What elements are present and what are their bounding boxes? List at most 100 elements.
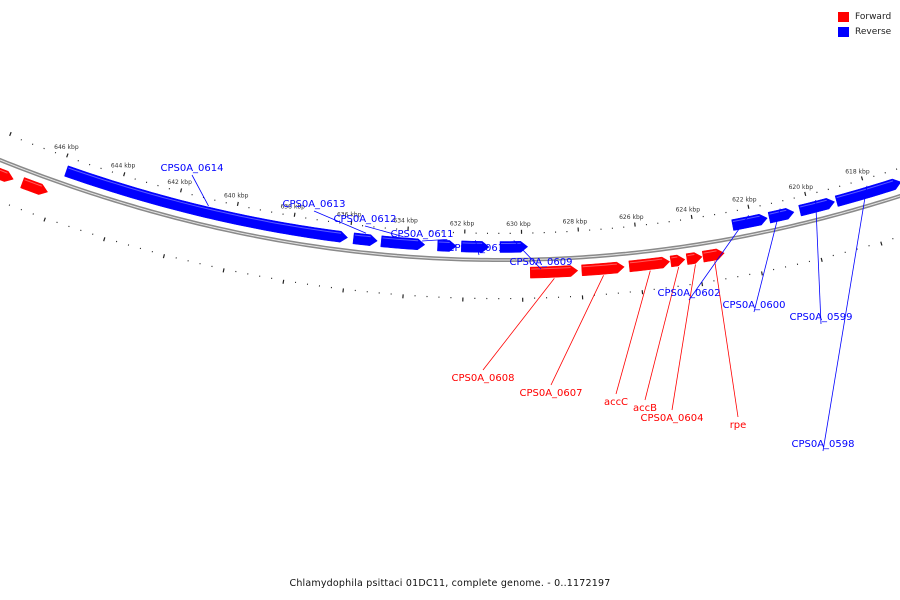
scale-tick [236,201,239,206]
gene-cps0a-0598[interactable] [834,178,900,207]
gene-label-cps0a-0599[interactable]: CPS0A_0599 [789,312,852,323]
gene-label-cps0a-0611[interactable]: CPS0A_0611 [390,229,453,240]
scale-tick [9,131,12,137]
gene-label-rpe[interactable]: rpe [730,420,747,431]
legend-item-forward: Forward [838,9,891,24]
gene-cps0a-0602[interactable] [731,213,768,231]
scale-tick [162,254,165,259]
gene-label-leader [191,174,209,207]
scale-tick [690,214,693,220]
gene-highlight [24,179,42,187]
scale-tick [860,176,864,181]
legend-label-reverse: Reverse [855,26,892,37]
gene-highlight [0,169,8,174]
gene-highlight [438,241,450,243]
reverse-swatch [838,26,849,37]
scale-tick [880,241,883,246]
gene-label-cps0a-0609[interactable]: CPS0A_0609 [509,257,572,268]
scale-tick [43,217,46,222]
gene-label-leader [753,208,781,313]
gene-label-leader [615,270,651,395]
gene-cps0a-0607[interactable] [581,261,625,277]
scale-tick [701,282,704,287]
gene-label-cps0a-0608[interactable]: CPS0A_0608 [451,373,514,384]
gene-label-accb[interactable]: accB [633,403,657,414]
gene-cps0a-0599[interactable] [798,198,835,217]
gene-label-leader [364,225,404,238]
gene-label-accc[interactable]: accC [604,397,628,408]
gene-cps0a-0610[interactable] [460,240,490,253]
gene-label-cps0a-0607[interactable]: CPS0A_0607 [519,388,582,399]
gene-label-cps0a-0614[interactable]: CPS0A_0614 [160,163,223,174]
gene-label-leader [482,278,555,371]
gene-highlight [687,254,695,257]
scale-ticks-upper: 646 kbp 644 kbp 642 kbp 640 kbp 638 kbp 636 k… [9,131,898,234]
gene-label-leader [671,264,696,411]
gene-highlight [799,199,827,208]
scale-label: 640 kbp [224,192,249,199]
scale-label: 634 kbp [393,217,418,224]
genome-backbone [0,157,900,262]
gene-label-cps0a-0612[interactable]: CPS0A_0612 [333,214,396,225]
gene-highlight [462,242,483,244]
gene-highlight [671,256,678,259]
forward-swatch [838,11,849,22]
scale-label: 626 kbp [619,214,644,221]
gene-highlight [531,267,571,270]
gene-highlight [769,209,787,215]
gene-unlabeled-0[interactable] [0,163,14,182]
gene-label-cps0a-0604[interactable]: CPS0A_0604 [640,413,703,424]
scale-tick [293,212,296,217]
gene-label-cps0a-0613[interactable]: CPS0A_0613 [282,199,345,210]
gene-label-leader [688,215,749,301]
legend-item-reverse: Reverse [838,24,891,39]
gene-label-leader [714,261,739,418]
gene-cps0a-0609[interactable] [499,241,529,253]
scale-label: 624 kbp [676,206,701,213]
gene-label-cps0a-0602[interactable]: CPS0A_0602 [657,288,720,299]
legend: Forward Reverse [838,9,891,39]
gene-highlight [703,250,717,254]
scale-label: 642 kbp [167,179,192,186]
scale-tick [282,279,285,284]
gene-label-cps0a-0610[interactable]: CPS0A_0610 [447,243,510,254]
gene-highlight [354,234,371,238]
backbone-highlight [0,159,900,261]
scale-tick [804,191,807,196]
gene-label-leader [822,185,868,452]
gene-cps0a-0608[interactable] [529,265,579,279]
scale-label: 636 kbp [337,212,362,219]
gene-highlight [582,263,617,268]
scale-tick [760,271,763,276]
gene-label-leader [550,275,604,386]
gene-highlight [732,215,760,222]
gene-cps0a-0614[interactable] [64,165,349,243]
scale-tick [222,268,225,273]
scale-label: 632 kbp [450,220,475,227]
gene-accb[interactable] [669,254,686,268]
gene-cps0a-0612[interactable] [380,235,426,251]
genome-caption: Chlamydophila psittaci 01DC11, complete … [289,578,611,589]
gene-unlabeled-1[interactable] [20,177,48,195]
legend-label-forward: Forward [855,11,892,22]
scale-tick [179,188,183,193]
gene-accc[interactable] [628,256,671,273]
scale-tick [103,237,106,242]
gene-cps0a-0611[interactable] [437,239,457,252]
gene-rpe[interactable] [701,248,725,263]
scale-tick [747,204,750,209]
scale-tick [820,257,823,262]
gene-label-leader [644,266,680,401]
scale-label: 644 kbp [111,163,136,170]
gene-cps0a-0604[interactable] [685,252,703,265]
scale-label: 628 kbp [563,219,588,226]
scale-label: 638 kbp [280,203,305,210]
scale-ticks-lower [8,204,894,302]
scale-label: 618 kbp [845,169,870,176]
gene-label-cps0a-0598[interactable]: CPS0A_0598 [791,439,854,450]
scale-label: 620 kbp [789,184,814,191]
gene-cps0a-0613[interactable] [352,232,378,246]
gene-label-cps0a-0600[interactable]: CPS0A_0600 [722,300,785,311]
gene-cps0a-0600[interactable] [767,208,795,224]
